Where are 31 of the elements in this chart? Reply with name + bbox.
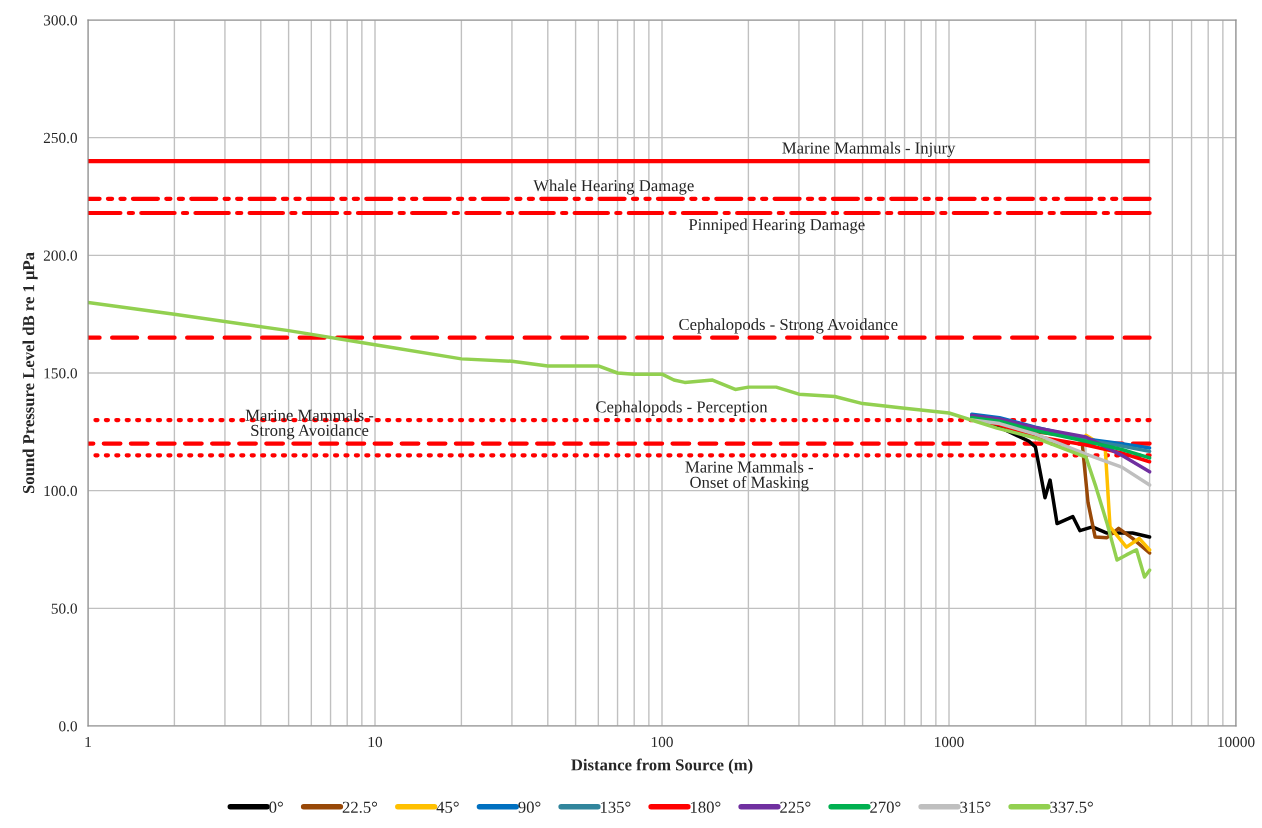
legend-label: 0°: [269, 801, 283, 813]
y-axis-title: Sound Pressure Level dB re 1 μPa: [22, 252, 38, 494]
legend-label: 315°: [960, 801, 991, 813]
y-tick-label: 250.0: [43, 132, 77, 144]
legend-label: 22.5°: [342, 801, 378, 813]
x-tick-label: 10: [368, 736, 383, 748]
x-axis-title: Distance from Source (m): [571, 758, 753, 774]
legend-label: 45°: [436, 801, 459, 813]
x-tick-label: 10000: [1218, 736, 1255, 748]
legend-label: 90°: [518, 801, 541, 813]
legend-label: 225°: [780, 801, 811, 813]
x-tick-label: 100: [651, 736, 673, 748]
legend-label: 337.5°: [1050, 801, 1093, 813]
ref-line-label: Marine Mammals - Strong Avoidance: [245, 409, 374, 440]
y-tick-label: 200.0: [43, 250, 77, 261]
x-tick-label: 1: [85, 736, 91, 748]
ref-line-label: Marine Mammals - Onset of Masking: [685, 460, 813, 492]
y-tick-label: 50.0: [51, 603, 77, 614]
ref-line-label: Cephalopods - Strong Avoidance: [679, 318, 898, 334]
y-tick-label: 150.0: [44, 368, 77, 379]
ref-line-label: Marine Mammals - Injury: [782, 141, 956, 158]
legend-label: 270°: [870, 801, 901, 813]
y-tick-label: 100.0: [44, 485, 77, 497]
y-tick-label: 300.0: [43, 15, 77, 26]
y-tick-label: 0.0: [59, 721, 77, 732]
ref-line-label: Pinniped Hearing Damage: [688, 218, 865, 234]
ref-line-label: Whale Hearing Damage: [533, 179, 694, 195]
legend-label: 135°: [600, 801, 631, 813]
x-tick-label: 1000: [935, 736, 964, 748]
legend-label: 180°: [690, 801, 721, 813]
ref-line-label: Cephalopods - Perception: [596, 400, 768, 416]
